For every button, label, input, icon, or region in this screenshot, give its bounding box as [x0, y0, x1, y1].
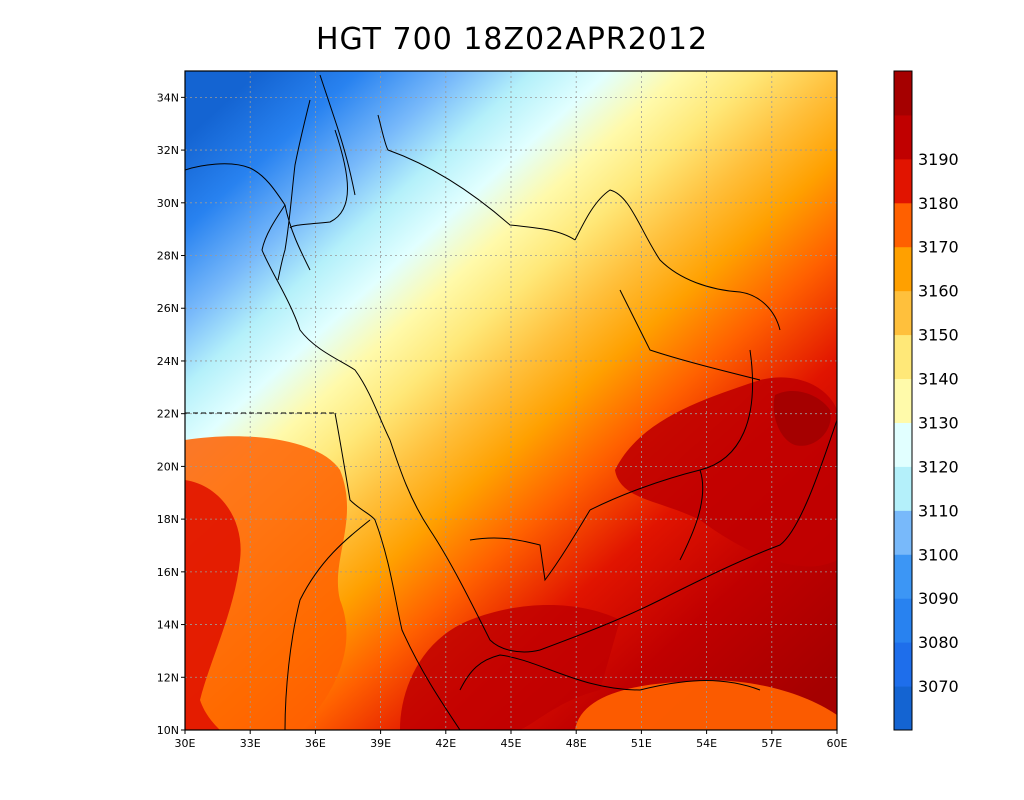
colorbar-label: 3070 — [918, 677, 959, 696]
colorbar-frame — [893, 70, 913, 731]
lat-tick-label: 16N — [157, 566, 179, 579]
lon-tick-label: 60E — [827, 737, 848, 750]
colorbar-label: 3110 — [918, 501, 959, 520]
lat-tick-label: 30N — [157, 197, 179, 210]
colorbar-label: 3090 — [918, 589, 959, 608]
lat-tick-label: 18N — [157, 513, 179, 526]
colorbar-label: 3190 — [918, 150, 959, 169]
lon-tick-label: 39E — [370, 737, 391, 750]
colorbar-swatch — [894, 290, 912, 336]
colorbar-swatch — [894, 246, 912, 292]
lon-tick-label: 48E — [566, 737, 587, 750]
colorbar-label: 3150 — [918, 326, 959, 345]
colorbar-swatch — [894, 554, 912, 599]
lat-tick-label: 14N — [157, 619, 179, 632]
coastlines — [185, 74, 837, 730]
colorbar-label: 3160 — [918, 282, 959, 301]
lat-tick-label: 12N — [157, 671, 179, 684]
lon-tick-label: 42E — [435, 737, 456, 750]
lon-tick-label: 36E — [305, 737, 326, 750]
colorbar-swatch — [894, 202, 912, 248]
colorbar-label: 3170 — [918, 238, 959, 257]
lat-tick-label: 10N — [157, 724, 179, 737]
lat-tick-label: 26N — [157, 302, 179, 315]
colorbar-swatch — [894, 334, 912, 380]
colorbar-label: 3180 — [918, 194, 959, 213]
colorbar-swatch — [894, 510, 912, 555]
colorbar-label: 3100 — [918, 545, 959, 564]
colorbar-swatch — [894, 114, 912, 160]
colorbar-swatch — [894, 686, 912, 731]
colorbar-swatch — [894, 422, 912, 467]
colorbar-label: 3120 — [918, 457, 959, 476]
lat-tick-label: 22N — [157, 408, 179, 421]
latitude-axis: 10N 12N 14N 16N 18N 20N 22N 24N 26N 28N 30N 32N 34N — [157, 91, 185, 737]
colorbar-swatch — [894, 642, 912, 687]
colorbar-label: 3080 — [918, 633, 959, 652]
colorbar-label: 3140 — [918, 370, 959, 389]
colorbar-swatch — [894, 158, 912, 204]
lat-tick-label: 28N — [157, 250, 179, 263]
lon-tick-label: 57E — [761, 737, 782, 750]
lon-tick-label: 51E — [631, 737, 652, 750]
lat-tick-label: 20N — [157, 460, 179, 473]
lat-tick-label: 34N — [157, 91, 179, 104]
colorbar-swatch — [894, 598, 912, 643]
colorbar: 3070 3080 3090 3100 3110 3120 3130 3140 3150 3160… — [893, 70, 959, 731]
map-title: HGT 700 18Z02APR2012 — [315, 22, 709, 57]
colorbar-swatch — [894, 71, 912, 116]
colorbar-swatch — [894, 378, 912, 423]
colorbar-label: 3130 — [918, 413, 959, 432]
lat-tick-label: 32N — [157, 144, 179, 157]
colorbar-swatch — [894, 466, 912, 511]
lon-tick-label: 33E — [240, 737, 261, 750]
lon-tick-label: 30E — [175, 737, 196, 750]
lon-tick-label: 54E — [696, 737, 717, 750]
map-grid — [185, 71, 837, 730]
lon-tick-label: 45E — [501, 737, 522, 750]
longitude-axis: 30E 33E 36E 39E 42E 45E 48E 51E 54E 57E 60E — [175, 730, 848, 750]
lat-tick-label: 24N — [157, 355, 179, 368]
